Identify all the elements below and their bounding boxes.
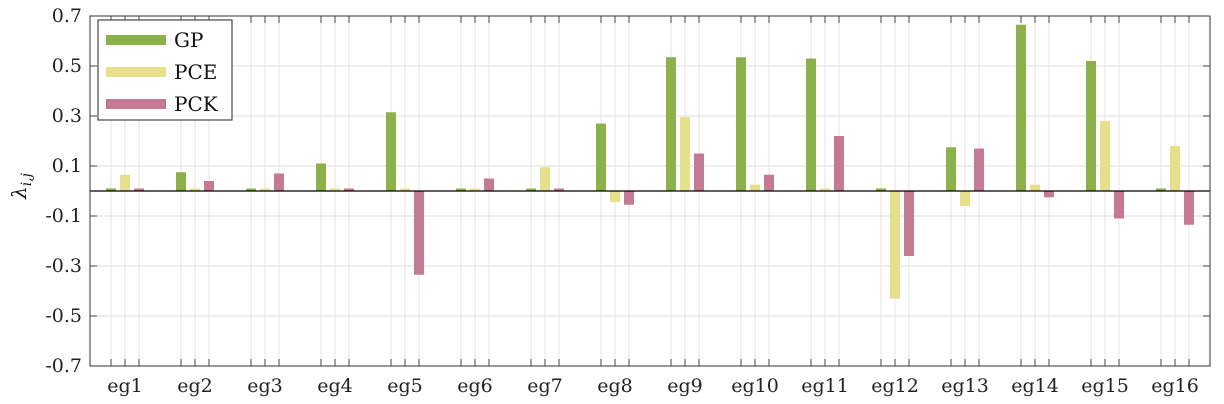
bar-gp-eg3 — [246, 188, 256, 191]
bar-gp-eg13 — [946, 147, 956, 191]
bar-pck-eg11 — [834, 136, 844, 191]
x-tick-label: eg5 — [387, 375, 423, 397]
bar-pce-eg12 — [890, 191, 900, 299]
bar-pck-eg12 — [904, 191, 914, 256]
bar-gp-eg2 — [176, 172, 186, 191]
bar-pck-eg8 — [624, 191, 634, 205]
bar-pce-eg5 — [400, 188, 410, 191]
bar-gp-eg5 — [386, 112, 396, 191]
tick-labels: -0.7 -0.5 -0.3 -0.1 0.1 0.3 0.5 0.7 eg1 eg2 eg3 eg4… — [45, 5, 1198, 397]
bar-pce-eg7 — [540, 167, 550, 191]
bar-pce-eg15 — [1100, 121, 1110, 191]
x-tick-label: eg14 — [1011, 375, 1059, 397]
bar-pck-eg7 — [554, 188, 564, 191]
y-tick-label: 0.1 — [52, 155, 82, 177]
y-tick-label: 0.7 — [52, 5, 82, 27]
bar-pck-eg6 — [484, 178, 494, 191]
x-tick-label: eg15 — [1081, 375, 1129, 397]
bar-pck-eg14 — [1044, 191, 1054, 198]
bar-gp-eg15 — [1086, 61, 1096, 191]
bar-pce-eg2 — [190, 188, 200, 191]
bar-gp-eg7 — [526, 188, 536, 191]
bars — [106, 24, 1194, 299]
bar-pck-eg10 — [764, 174, 774, 191]
bar-gp-eg16 — [1156, 188, 1166, 191]
x-tick-label: eg9 — [667, 375, 703, 397]
bar-gp-eg4 — [316, 163, 326, 191]
bar-pck-eg13 — [974, 148, 984, 191]
legend-label-pck: PCK — [174, 92, 219, 116]
bar-gp-eg1 — [106, 188, 116, 191]
x-tick-label: eg4 — [317, 375, 353, 397]
x-tick-label: eg16 — [1151, 375, 1199, 397]
x-tick-label: eg10 — [731, 375, 779, 397]
bar-pck-eg16 — [1184, 191, 1194, 225]
x-tick-label: eg8 — [597, 375, 633, 397]
bar-pce-eg4 — [330, 188, 340, 191]
bar-pck-eg3 — [274, 173, 284, 191]
bar-pce-eg13 — [960, 191, 970, 206]
x-tick-label: eg6 — [457, 375, 493, 397]
bar-pce-eg16 — [1170, 146, 1180, 191]
x-tick-label: eg7 — [527, 375, 563, 397]
legend-label-pce: PCE — [174, 60, 217, 84]
bar-pck-eg15 — [1114, 191, 1124, 219]
bar-gp-eg8 — [596, 123, 606, 191]
legend-swatch-gp — [106, 35, 166, 45]
bar-pce-eg9 — [680, 117, 690, 191]
y-tick-label: -0.1 — [45, 205, 82, 227]
bar-gp-eg9 — [666, 57, 676, 191]
x-tick-label: eg3 — [247, 375, 283, 397]
y-axis-label-main: λ — [7, 186, 31, 200]
bar-pck-eg4 — [344, 188, 354, 191]
bar-pce-eg8 — [610, 191, 620, 203]
x-tick-label: eg12 — [871, 375, 919, 397]
bar-pce-eg11 — [820, 188, 830, 191]
y-axis-label-sub: i,j — [19, 172, 35, 186]
y-tick-label: 0.5 — [52, 55, 82, 77]
bar-pce-eg6 — [470, 188, 480, 191]
bar-pck-eg1 — [134, 188, 144, 191]
y-axis-label: λi,j — [7, 172, 35, 200]
bar-gp-eg14 — [1016, 24, 1026, 191]
y-tick-label: -0.7 — [45, 355, 82, 377]
bar-pce-eg3 — [260, 188, 270, 191]
bar-gp-eg11 — [806, 58, 816, 191]
bar-pck-eg2 — [204, 181, 214, 191]
bar-pce-eg1 — [120, 174, 130, 191]
plot-frame — [89, 15, 1211, 367]
x-tick-label: eg1 — [107, 375, 143, 397]
bar-gp-eg10 — [736, 57, 746, 191]
legend-label-gp: GP — [174, 28, 203, 52]
legend-swatch-pck — [106, 99, 166, 109]
axes — [89, 15, 1211, 367]
bar-pck-eg9 — [694, 153, 704, 191]
x-tick-label: eg2 — [177, 375, 213, 397]
y-tick-label: -0.5 — [45, 305, 82, 327]
y-tick-label: -0.3 — [45, 255, 82, 277]
x-tick-label: eg13 — [941, 375, 989, 397]
bar-pce-eg10 — [750, 184, 760, 191]
bar-pce-eg14 — [1030, 184, 1040, 191]
legend: GP PCE PCK — [97, 19, 233, 121]
legend-swatch-pce — [106, 67, 166, 77]
bar-gp-eg6 — [456, 188, 466, 191]
x-tick-label: eg11 — [801, 375, 849, 397]
bar-gp-eg12 — [876, 188, 886, 191]
bar-pck-eg5 — [414, 191, 424, 275]
y-tick-label: 0.3 — [52, 105, 82, 127]
